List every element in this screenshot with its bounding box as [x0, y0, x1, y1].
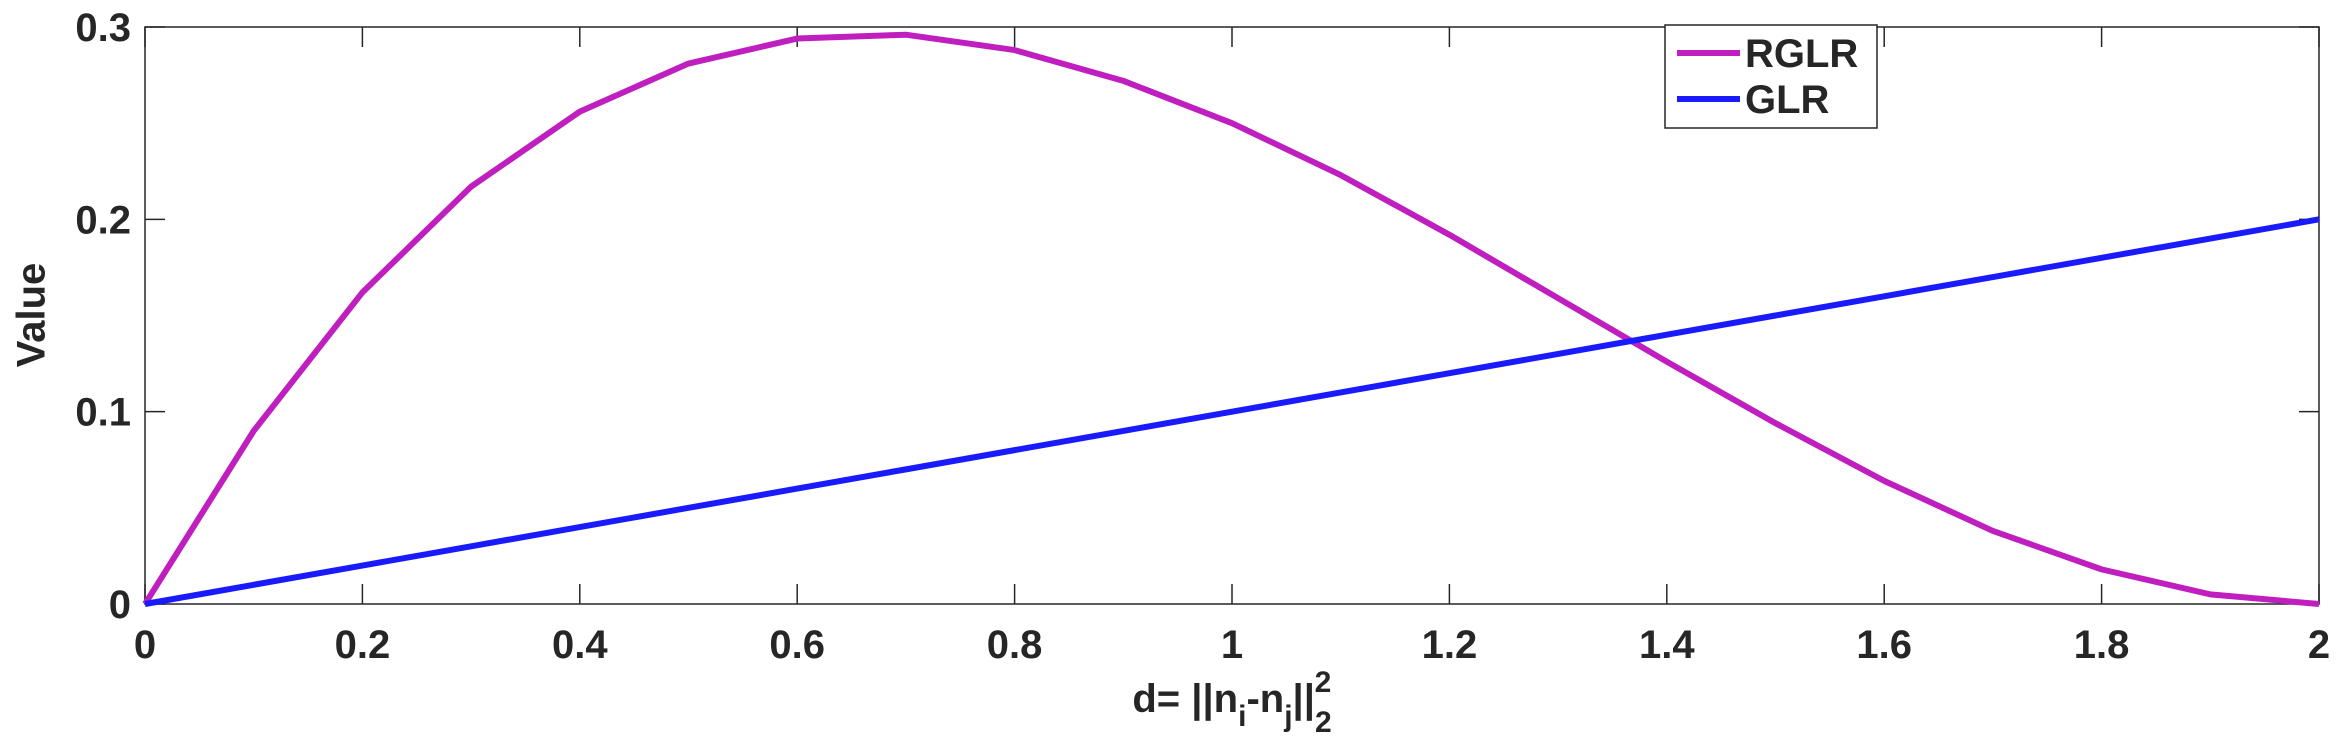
y-tick-label: 0.1 — [75, 391, 131, 435]
legend-label: RGLR — [1745, 32, 1858, 76]
x-label-sup: 2 — [1315, 666, 1332, 699]
x-tick-label: 1 — [1221, 623, 1243, 667]
x-tick-label: 1.4 — [1639, 623, 1695, 667]
x-label-sub: 2 — [1315, 706, 1332, 739]
x-tick-label: 0.4 — [552, 623, 608, 667]
x-label-part: -n — [1246, 677, 1284, 721]
x-label-part: || — [1293, 677, 1315, 721]
plot-box — [144, 26, 2320, 605]
y-tick-label: 0.3 — [75, 6, 131, 50]
y-tick-label: 0.2 — [75, 198, 131, 242]
x-tick-label: 2 — [2308, 623, 2330, 667]
x-axis-label: d= ||ni-nj||2 2 — [1132, 666, 1331, 739]
x-tick-label: 0.8 — [987, 623, 1043, 667]
x-tick-label: 1.2 — [1422, 623, 1478, 667]
x-tick-label: 0 — [134, 623, 156, 667]
x-tick-label: 0.6 — [769, 623, 825, 667]
legend-box — [1664, 24, 1878, 129]
y-tick-label: 0 — [109, 583, 131, 627]
x-tick-label: 1.6 — [1856, 623, 1912, 667]
x-label-sub: i — [1238, 700, 1246, 733]
x-label-part: d= ||n — [1132, 677, 1238, 721]
series-line — [142, 31, 2320, 607]
y-axis-label: Value — [10, 263, 54, 368]
series-line — [144, 216, 2320, 607]
x-tick-label: 0.2 — [335, 623, 391, 667]
x-tick-label: 1.8 — [2074, 623, 2130, 667]
legend-label: GLR — [1745, 78, 1830, 122]
x-label-sub: j — [1283, 700, 1292, 733]
